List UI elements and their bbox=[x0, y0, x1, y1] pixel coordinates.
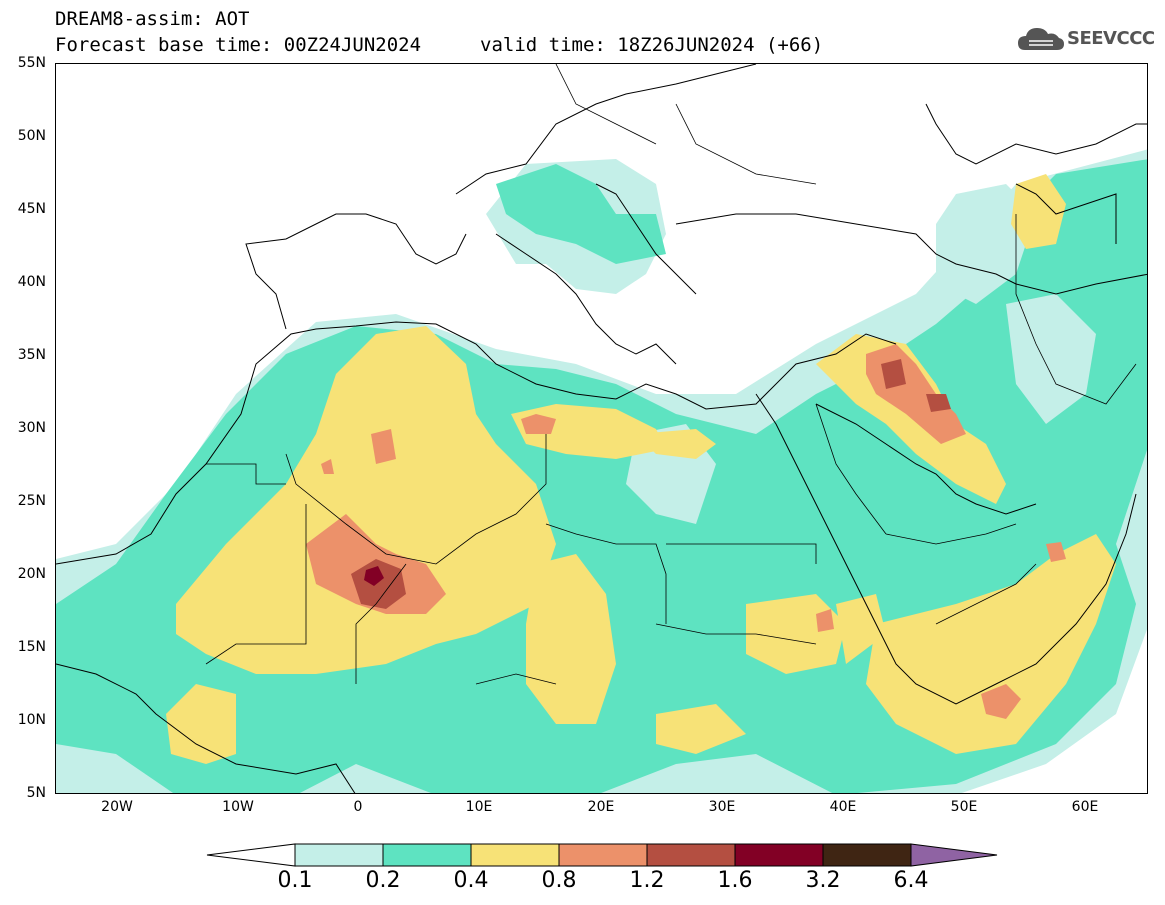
colorbar-high-arrow bbox=[910, 843, 998, 867]
colorbar-swatch-1-2 bbox=[646, 843, 736, 867]
lat-label-25n: 25N bbox=[17, 493, 46, 509]
colorbar-low-arrow bbox=[206, 843, 296, 867]
lon-label-0: 0 bbox=[353, 799, 363, 815]
lat-label-40n: 40N bbox=[17, 274, 46, 290]
lon-label-10e: 10E bbox=[465, 799, 493, 815]
aot-level-0-4-area bbox=[166, 174, 1116, 764]
forecast-base-time: Forecast base time: 00Z24JUN2024 bbox=[55, 34, 422, 56]
aot-level-1-2-area bbox=[351, 359, 951, 609]
logo-text: SEEVCCC bbox=[1067, 28, 1155, 49]
aot-map bbox=[55, 63, 1148, 794]
cloud-logo-icon bbox=[1018, 28, 1064, 50]
legend-label-3-2: 3.2 bbox=[805, 868, 841, 893]
lat-label-45n: 45N bbox=[17, 201, 46, 217]
lon-label-10w: 10W bbox=[222, 799, 254, 815]
colorbar bbox=[206, 843, 998, 867]
colorbar-swatch-3-2 bbox=[822, 843, 912, 867]
colorbar-swatch-0-8 bbox=[558, 843, 648, 867]
lat-label-5n: 5N bbox=[26, 785, 46, 801]
valid-time: valid time: 18Z26JUN2024 (+66) bbox=[480, 34, 824, 56]
legend-label-0-8: 0.8 bbox=[541, 868, 577, 893]
legend-label-1-2: 1.2 bbox=[629, 868, 665, 893]
country-borders bbox=[205, 64, 1137, 685]
lat-label-30n: 30N bbox=[17, 420, 46, 436]
lon-label-50e: 50E bbox=[950, 799, 978, 815]
lon-label-40e: 40E bbox=[829, 799, 857, 815]
legend-label-1-6: 1.6 bbox=[717, 868, 753, 893]
aot-level-1-6-area bbox=[364, 566, 384, 586]
lon-label-20w: 20W bbox=[101, 799, 133, 815]
legend-label-0-1: 0.1 bbox=[277, 868, 313, 893]
colorbar-swatch-1-6 bbox=[734, 843, 824, 867]
lat-label-10n: 10N bbox=[17, 712, 46, 728]
legend-label-0-2: 0.2 bbox=[365, 868, 401, 893]
colorbar-swatch-0-1 bbox=[294, 843, 384, 867]
lon-label-20e: 20E bbox=[587, 799, 615, 815]
lat-label-15n: 15N bbox=[17, 639, 46, 655]
colorbar-swatch-0-4 bbox=[470, 843, 560, 867]
lat-label-55n: 55N bbox=[17, 55, 46, 71]
lon-label-30e: 30E bbox=[708, 799, 736, 815]
lon-label-60e: 60E bbox=[1071, 799, 1099, 815]
legend-label-6-4: 6.4 bbox=[893, 868, 929, 893]
legend-label-0-4: 0.4 bbox=[453, 868, 489, 893]
map-title: DREAM8-assim: AOT bbox=[55, 8, 250, 30]
colorbar-swatch-0-2 bbox=[382, 843, 472, 867]
seevccc-logo: SEEVCCC bbox=[1017, 24, 1157, 58]
aot-map-canvas bbox=[56, 64, 1147, 793]
lat-label-35n: 35N bbox=[17, 347, 46, 363]
lat-label-20n: 20N bbox=[17, 566, 46, 582]
lat-label-50n: 50N bbox=[17, 128, 46, 144]
